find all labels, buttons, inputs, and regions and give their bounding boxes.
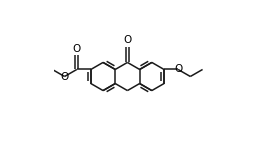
Text: O: O <box>174 64 182 75</box>
Text: O: O <box>123 35 132 45</box>
Text: O: O <box>60 71 68 82</box>
Text: O: O <box>73 44 81 54</box>
